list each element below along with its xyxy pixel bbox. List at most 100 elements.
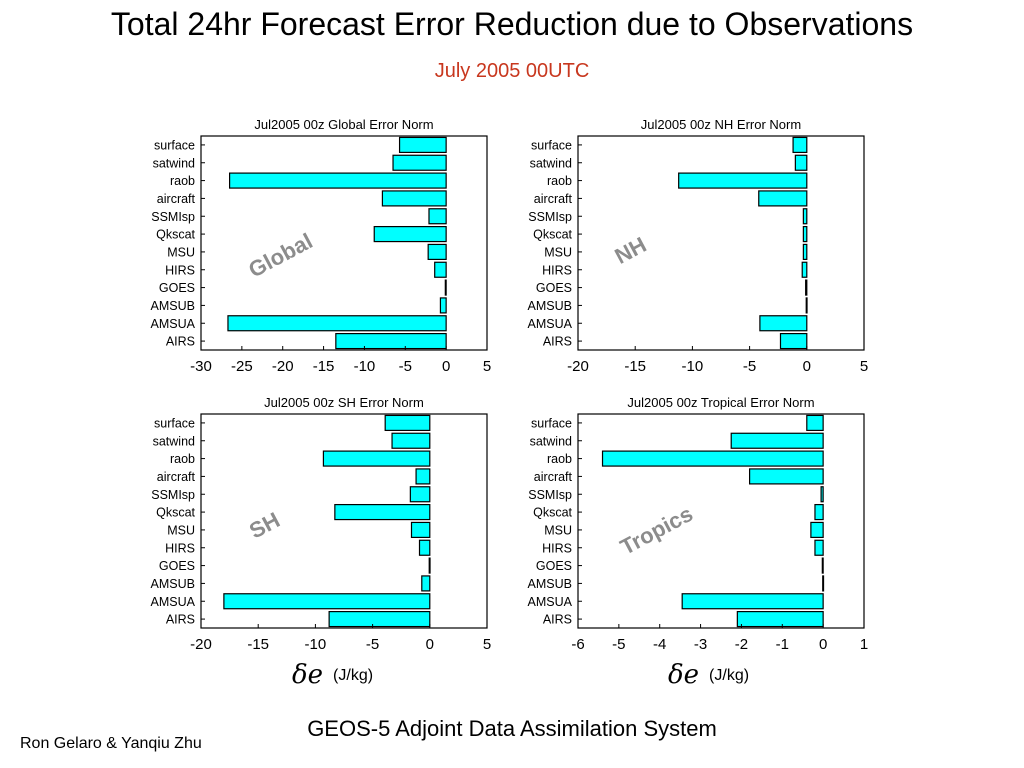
bar-surface	[792, 136, 808, 154]
y-tick-label: Qkscat	[156, 506, 195, 520]
y-tick-label: satwind	[530, 434, 572, 448]
unit-label: (J/kg)	[333, 667, 374, 684]
x-tick-label: 0	[819, 636, 827, 653]
bar-surface	[398, 136, 447, 154]
plot-frame	[200, 135, 488, 351]
bar-aircraft	[415, 468, 431, 485]
bar-satwind	[391, 432, 431, 449]
bar-HIRS	[801, 261, 808, 278]
bar-aircraft	[748, 468, 824, 485]
y-tick-label: GOES	[159, 281, 195, 295]
y-tick-label: aircraft	[534, 470, 573, 484]
delta-e-symbol: δe	[292, 660, 324, 690]
y-tick-label: Qkscat	[533, 228, 572, 242]
panel-title: Jul2005 00z NH Error Norm	[641, 117, 801, 132]
bar-AMSUB	[439, 297, 447, 314]
panel-title: Jul2005 00z SH Error Norm	[264, 395, 424, 410]
x-tick-label: -10	[682, 358, 704, 375]
bar-MSU	[802, 243, 808, 261]
y-tick-label: surface	[154, 138, 195, 152]
y-tick-label: surface	[531, 416, 572, 430]
plot-frame	[577, 413, 865, 629]
y-tick-label: AMSUA	[151, 595, 196, 609]
bar-AMSUB	[822, 575, 825, 592]
bar-AMSUA	[759, 315, 808, 332]
x-tick-label: -15	[247, 636, 269, 653]
region-overlay-label: Global	[244, 228, 316, 282]
bar-AMSUB	[421, 575, 431, 592]
region-overlay-label: NH	[611, 232, 651, 269]
bar-raob	[229, 172, 447, 189]
y-tick-label: HIRS	[165, 541, 195, 555]
bar-surface	[384, 414, 431, 432]
y-tick-label: MSU	[167, 245, 195, 259]
y-tick-label: raob	[547, 174, 572, 188]
footer-authors: Ron Gelaro & Yanqiu Zhu	[20, 735, 202, 752]
x-tick-label: 5	[860, 358, 868, 375]
y-tick-label: surface	[531, 138, 572, 152]
x-tick-label: -1	[776, 636, 789, 653]
x-tick-label: -3	[694, 636, 707, 653]
page-subtitle: July 2005 00UTC	[434, 60, 590, 82]
x-tick-label: -5	[366, 636, 379, 653]
bar-aircraft	[381, 190, 447, 207]
region-overlay-label: Tropics	[616, 501, 697, 560]
bar-GOES	[821, 557, 824, 574]
y-tick-label: raob	[170, 174, 195, 188]
bar-satwind	[794, 154, 808, 171]
y-tick-label: MSU	[167, 523, 195, 537]
bar-AIRS	[736, 610, 824, 628]
y-tick-label: aircraft	[534, 192, 573, 206]
bar-SSMIsp	[802, 208, 808, 225]
panel-title: Jul2005 00z Tropical Error Norm	[627, 395, 814, 410]
y-tick-label: raob	[170, 452, 195, 466]
bar-raob	[322, 450, 431, 467]
bar-satwind	[392, 154, 447, 171]
bar-GOES	[428, 557, 431, 574]
y-tick-label: satwind	[530, 156, 572, 170]
bar-GOES	[805, 279, 808, 296]
x-tick-label: 5	[483, 636, 491, 653]
y-tick-label: aircraft	[157, 192, 196, 206]
bar-SSMIsp	[428, 208, 447, 225]
y-tick-label: MSU	[544, 523, 572, 537]
x-tick-label: -20	[567, 358, 589, 375]
delta-e-symbol: δe	[668, 660, 700, 690]
y-tick-label: AMSUB	[528, 299, 572, 313]
unit-label: (J/kg)	[709, 667, 750, 684]
y-tick-label: AMSUA	[151, 317, 196, 331]
bar-Qkscat	[334, 503, 431, 521]
y-tick-label: SSMIsp	[151, 488, 195, 502]
panel-title: Jul2005 00z Global Error Norm	[254, 117, 433, 132]
y-tick-label: AMSUA	[528, 595, 573, 609]
x-unit-left: δe (J/kg)	[292, 660, 373, 690]
y-tick-label: Qkscat	[533, 506, 572, 520]
y-tick-label: satwind	[153, 434, 195, 448]
y-tick-label: AIRS	[166, 613, 195, 627]
y-tick-label: GOES	[536, 559, 572, 573]
x-tick-label: -15	[624, 358, 646, 375]
y-tick-label: GOES	[159, 559, 195, 573]
bar-AMSUB	[805, 297, 808, 314]
x-tick-label: -5	[399, 358, 412, 375]
bar-raob	[678, 172, 808, 189]
bar-HIRS	[418, 539, 431, 556]
x-unit-right: δe (J/kg)	[668, 660, 749, 690]
y-tick-label: satwind	[153, 156, 195, 170]
bar-AIRS	[328, 610, 431, 628]
y-tick-label: aircraft	[157, 470, 196, 484]
bar-Qkscat	[802, 225, 808, 243]
bar-GOES	[444, 279, 447, 296]
bar-AIRS	[779, 332, 808, 350]
y-tick-label: SSMIsp	[528, 210, 572, 224]
y-tick-label: AIRS	[166, 335, 195, 349]
x-tick-label: -2	[735, 636, 748, 653]
y-tick-label: AMSUB	[151, 577, 195, 591]
x-tick-label: -10	[305, 636, 327, 653]
x-tick-label: -6	[571, 636, 584, 653]
x-tick-label: -5	[743, 358, 756, 375]
bar-HIRS	[814, 539, 824, 556]
bar-HIRS	[434, 261, 447, 278]
bar-surface	[806, 414, 824, 432]
